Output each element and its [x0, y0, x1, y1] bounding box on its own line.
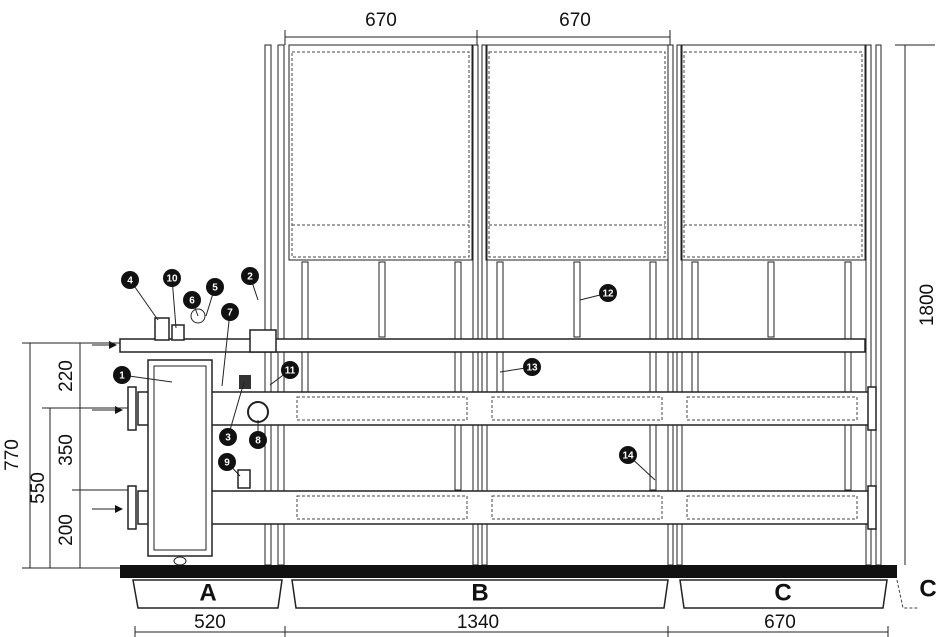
- callout-marker: [221, 303, 239, 321]
- callout-marker: [241, 267, 259, 285]
- leader-line: [221, 311, 231, 387]
- callout-number: 2: [247, 272, 253, 283]
- callout-marker: [281, 361, 299, 379]
- dimension: 520: [194, 612, 226, 633]
- dimension-labels: 670 670 1800 770 550 220 350 200 520 134…: [2, 10, 938, 633]
- callout-number: 1: [119, 371, 125, 382]
- callout-marker: [218, 453, 236, 471]
- callout-marker: [163, 269, 181, 287]
- dimension: 670: [365, 10, 397, 31]
- dimension: 670: [559, 10, 591, 31]
- section-label: C: [774, 579, 791, 606]
- dimension: 350: [56, 434, 77, 466]
- dimension: 550: [28, 472, 49, 504]
- callout-number: 7: [227, 308, 233, 319]
- callout-marker: [113, 366, 131, 384]
- dimension: 220: [56, 360, 77, 392]
- section-label: A: [199, 579, 216, 606]
- section-label: B: [471, 579, 488, 606]
- callout-number: 13: [526, 363, 538, 374]
- dimension: 200: [56, 514, 77, 546]
- callout-number: 11: [285, 366, 296, 377]
- callout-marker: [249, 431, 267, 449]
- dimension-lines: [22, 30, 935, 637]
- frame: [92, 44, 918, 609]
- callout-marker: [183, 291, 201, 309]
- callout-marker: [219, 428, 237, 446]
- callout-marker: [206, 278, 224, 296]
- section-labels: A B C C: [199, 575, 936, 606]
- dimension: 770: [2, 439, 23, 471]
- callout-number: 10: [166, 274, 178, 285]
- callout-number: 5: [212, 283, 218, 294]
- callout-marker: [599, 284, 617, 302]
- dimension: 1340: [457, 612, 499, 633]
- section-label: C: [919, 575, 936, 602]
- callout-number: 12: [602, 289, 614, 300]
- callout-marker: [121, 271, 139, 289]
- callout-marker: [523, 358, 541, 376]
- leader-line: [227, 381, 245, 438]
- dimension: 1800: [917, 284, 938, 326]
- callout-number: 4: [127, 276, 133, 287]
- callout-number: 8: [255, 436, 261, 447]
- callout-number: 6: [189, 296, 195, 307]
- callout-marker: [619, 446, 637, 464]
- callout-number: 3: [225, 433, 231, 444]
- callout-number: 9: [224, 458, 230, 469]
- dimension: 670: [764, 612, 796, 633]
- callout-number: 14: [622, 451, 634, 462]
